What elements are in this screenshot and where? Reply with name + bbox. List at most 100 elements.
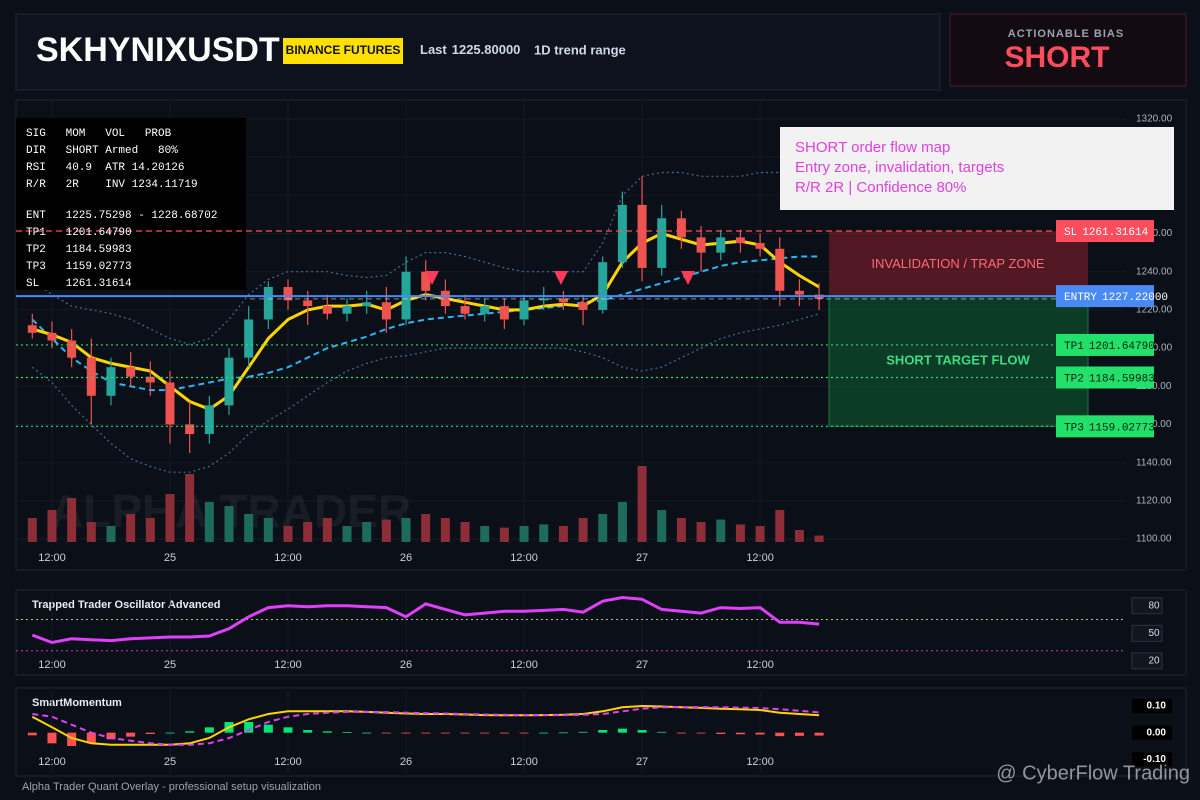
overlay-layer: INVALIDATION / TRAP ZONE SHORT TARGET FLO… xyxy=(16,118,1174,438)
volume-bar xyxy=(794,530,804,542)
x-tick-label: 12:00 xyxy=(38,659,66,671)
y-tick-label: 1100.00 xyxy=(1136,534,1172,545)
candle-body xyxy=(263,287,273,320)
volume-bar xyxy=(47,510,57,542)
candle-body xyxy=(657,218,667,268)
volume-bar xyxy=(283,526,293,542)
volume-bar xyxy=(735,524,745,542)
volume-bar xyxy=(814,535,824,542)
volume-bar xyxy=(401,518,411,542)
candle-body xyxy=(794,290,804,295)
histogram-bar xyxy=(145,732,155,734)
oscillator-line xyxy=(31,595,820,645)
y-tick-label: 80 xyxy=(1148,600,1160,611)
candle-body xyxy=(578,302,588,310)
annotation-line: SHORT order flow map xyxy=(795,139,950,156)
level-value: 1184.59983 xyxy=(1089,373,1155,385)
x-tick-label: 12:00 xyxy=(274,756,302,768)
candle-body xyxy=(637,204,647,268)
volume-bar xyxy=(440,518,450,542)
candle-body xyxy=(598,262,608,310)
level-label: SL 1261.31614 xyxy=(1064,227,1149,239)
volume-bar xyxy=(775,510,785,542)
x-tick-label: 12:00 xyxy=(38,552,66,564)
candle-body xyxy=(47,332,57,341)
histogram-bar xyxy=(558,732,568,734)
volume-bar xyxy=(204,502,214,542)
volume-bar xyxy=(716,519,726,542)
info-row: R/R 2R INV 1234.11719 xyxy=(26,179,198,191)
x-tick-label: 12:00 xyxy=(510,552,538,564)
candle-body xyxy=(224,357,234,406)
info-row: TP2 1184.59983 xyxy=(26,244,132,256)
x-tick-label: 12:00 xyxy=(274,659,302,671)
histogram-bar xyxy=(578,731,588,733)
histogram-bar xyxy=(460,732,470,734)
level-tag xyxy=(1056,333,1154,356)
volume-bar xyxy=(362,522,372,542)
y-tick-label: 1320.00 xyxy=(1136,114,1173,125)
level-tag xyxy=(1056,285,1154,308)
y-tick-label: 1260.00 xyxy=(1136,228,1173,239)
candle-body xyxy=(322,306,332,314)
histogram-bar xyxy=(47,732,57,744)
volume-bar xyxy=(558,526,568,542)
histogram-bar xyxy=(755,732,765,735)
x-tick-label: 25 xyxy=(164,659,176,671)
volume-bar xyxy=(539,524,549,542)
x-tick-label: 26 xyxy=(400,756,412,768)
candle-body xyxy=(27,325,37,333)
candle-body xyxy=(283,287,293,301)
candle-body xyxy=(185,424,195,434)
y-tick-box xyxy=(1131,597,1163,615)
level-label: TP3 1159.02773 xyxy=(1064,422,1155,434)
watermark: @ CyberFlow Trading xyxy=(996,762,1190,784)
volume-bar xyxy=(67,498,77,542)
exchange-badge: BINANCE FUTURES xyxy=(286,43,401,57)
x-tick-label: 27 xyxy=(636,756,648,768)
histogram-bar xyxy=(676,732,686,734)
x-tick-label: 27 xyxy=(636,552,648,564)
last-label: Last xyxy=(420,42,447,57)
x-tick-label: 26 xyxy=(400,552,412,564)
candle-body xyxy=(480,306,490,314)
sell-signal xyxy=(425,271,439,285)
y-tick-box xyxy=(1132,725,1172,740)
volume-bar xyxy=(519,526,529,542)
histogram-bar xyxy=(342,732,352,733)
volume-bar xyxy=(224,506,234,542)
candle-body xyxy=(735,237,745,244)
candle-body xyxy=(519,300,529,320)
level-value: 1227.22000 xyxy=(1102,292,1168,304)
candle-body xyxy=(86,357,96,396)
level-label: TP1 1201.64790 xyxy=(1064,341,1155,353)
x-tick-label: 12:00 xyxy=(746,756,774,768)
level-name: SL xyxy=(1064,227,1077,239)
candle-body xyxy=(303,300,313,307)
y-tick-label: 0.10 xyxy=(1147,701,1167,712)
volume-bar xyxy=(421,514,431,542)
bias-panel xyxy=(949,13,1187,87)
volume-bar xyxy=(499,527,509,542)
y-tick-label: 20 xyxy=(1148,655,1160,666)
histogram-bar xyxy=(735,732,745,735)
histogram-bar xyxy=(185,731,195,733)
panel-title: Trapped Trader Oscillator Advanced xyxy=(32,599,221,611)
x-tick-label: 12:00 xyxy=(746,552,774,564)
oscillator-panel xyxy=(15,589,1187,676)
volume-bar xyxy=(27,518,37,542)
level-name: TP2 xyxy=(1064,373,1084,385)
histogram-bar xyxy=(657,731,667,733)
volume-bar xyxy=(578,518,588,542)
histogram-bar xyxy=(539,732,549,734)
footer: Alpha Trader Quant Overlay - professiona… xyxy=(22,781,321,793)
y-tick-label: 1200.00 xyxy=(1136,343,1173,354)
level-name: TP3 xyxy=(1064,422,1084,434)
y-tick-label: 50 xyxy=(1148,628,1160,639)
bias-value: SHORT xyxy=(1005,41,1110,74)
histogram-bar xyxy=(499,732,509,734)
info-row: RSI 40.9 ATR 14.20126 xyxy=(26,162,184,174)
candle-body xyxy=(244,319,254,358)
histogram-bar xyxy=(440,732,450,734)
sell-signal xyxy=(554,271,568,285)
